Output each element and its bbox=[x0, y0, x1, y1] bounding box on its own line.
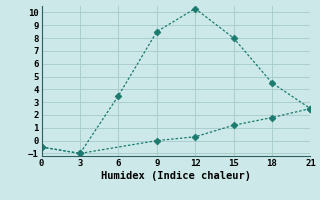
X-axis label: Humidex (Indice chaleur): Humidex (Indice chaleur) bbox=[101, 171, 251, 181]
